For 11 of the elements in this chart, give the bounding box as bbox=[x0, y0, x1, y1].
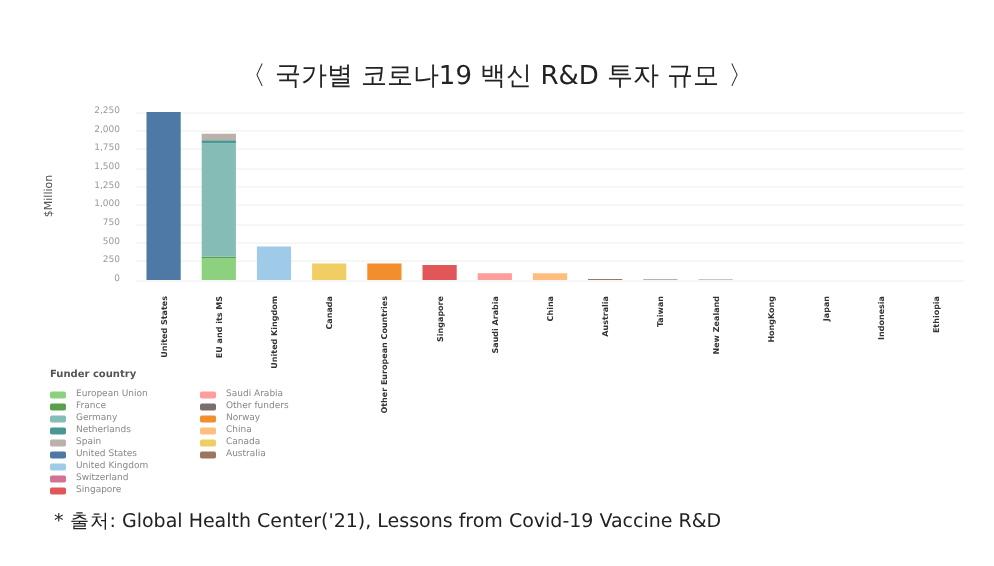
bar bbox=[201, 143, 236, 257]
bar bbox=[256, 246, 292, 280]
bar bbox=[477, 273, 512, 280]
chart-title: 〈 국가별 코로나19 백신 R&D 투자 규모 〉 bbox=[240, 62, 754, 92]
bar bbox=[312, 263, 347, 280]
bar bbox=[201, 258, 236, 280]
text: * 출처: Global Health Center('21), Lessons from Covid-19 Vaccine R&D bbox=[54, 511, 722, 533]
bar bbox=[367, 263, 402, 280]
bar bbox=[532, 273, 568, 280]
bar bbox=[422, 265, 457, 280]
bar bbox=[146, 112, 181, 280]
